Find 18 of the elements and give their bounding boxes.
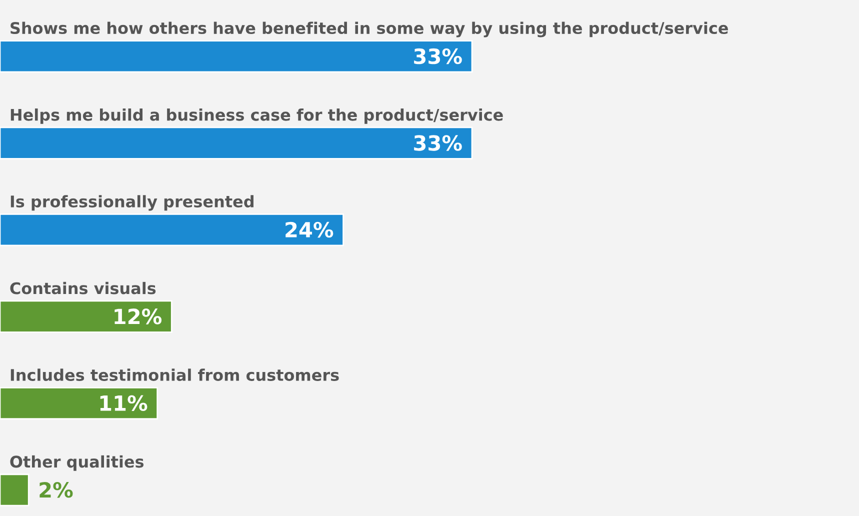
bar [0,126,473,160]
data-label: 24% [286,222,334,238]
bar [0,300,172,333]
y-tick-label: Is professionally presented [10,195,254,211]
bar [0,214,344,246]
data-label: 33% [414,48,462,64]
data-label: 33% [414,135,462,151]
y-tick-label: Other qualities [10,455,144,471]
data-label: 12% [114,308,162,324]
bar [0,386,158,420]
y-tick-label: Includes testimonial from customers [10,368,339,382]
data-label: 11% [100,395,148,412]
y-tick-label: Contains visuals [10,282,156,294]
y-tick-label: Shows me how others have benefited in some way by using the product/service [10,22,728,38]
bar [0,474,30,506]
data-label: 2% [40,482,73,498]
y-tick-label: Helps me build a business case for the product/service [10,108,503,124]
bar [0,40,473,73]
